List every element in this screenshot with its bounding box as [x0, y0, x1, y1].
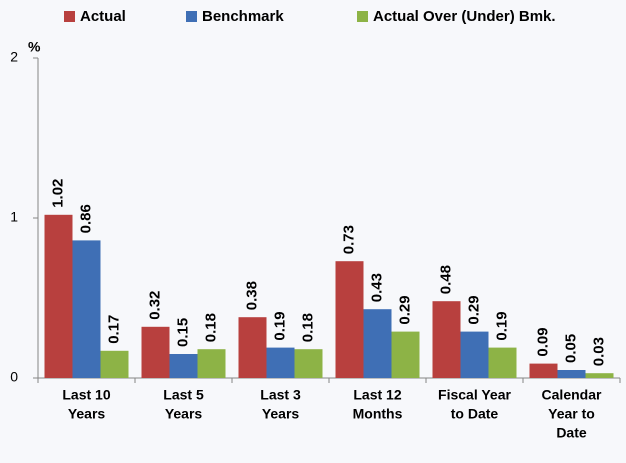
x-tick-label: Date: [556, 425, 587, 441]
value-label: 0.17: [105, 315, 122, 344]
value-label: 0.32: [146, 291, 163, 320]
value-label: 0.19: [493, 311, 510, 340]
y-tick-label: 2: [10, 49, 18, 65]
y-tick-label: 1: [10, 209, 18, 225]
x-tick-label: Fiscal Year: [438, 387, 511, 403]
value-label: 0.05: [562, 334, 579, 363]
legend-swatch: [64, 11, 75, 22]
x-tick-label: Years: [262, 406, 300, 422]
bar: [294, 349, 323, 378]
x-tick-label: Calendar: [542, 387, 602, 403]
bar: [44, 214, 73, 378]
bar: [488, 347, 517, 378]
value-label: 0.29: [465, 295, 482, 324]
value-label: 0.03: [590, 337, 607, 366]
value-label: 0.73: [340, 225, 357, 254]
bar: [238, 317, 267, 378]
bar: [266, 347, 295, 378]
x-tick-label: Years: [68, 406, 106, 422]
value-label: 0.48: [437, 265, 454, 294]
bar: [100, 350, 129, 378]
bar: [169, 354, 198, 378]
bar: [557, 370, 586, 378]
bar: [585, 373, 614, 378]
x-tick-label: Year to: [548, 406, 595, 422]
bar: [529, 363, 558, 378]
value-label: 0.18: [202, 313, 219, 342]
bar: [363, 309, 392, 378]
value-label: 0.43: [368, 273, 385, 302]
value-label: 0.19: [271, 311, 288, 340]
bar: [141, 326, 170, 378]
legend-label: Actual: [80, 8, 126, 25]
value-label: 0.09: [534, 327, 551, 356]
value-label: 0.29: [396, 295, 413, 324]
x-tick-label: Last 10: [62, 387, 110, 403]
value-label: 0.15: [174, 318, 191, 347]
value-label: 1.02: [49, 179, 66, 208]
x-tick-label: Last 5: [163, 387, 204, 403]
y-axis-label: %: [28, 39, 41, 55]
x-tick-label: Months: [353, 406, 403, 422]
legend-swatch: [357, 11, 368, 22]
x-tick-label: Last 3: [260, 387, 301, 403]
bar: [197, 349, 226, 378]
bar: [432, 301, 461, 378]
value-label: 0.18: [299, 313, 316, 342]
legend-label: Actual Over (Under) Bmk.: [373, 8, 556, 25]
bar: [460, 331, 489, 378]
bar: [335, 261, 364, 378]
bar: [391, 331, 420, 378]
x-tick-label: Last 12: [353, 387, 401, 403]
value-label: 0.38: [243, 281, 260, 310]
x-tick-label: Years: [165, 406, 203, 422]
bar: [72, 240, 101, 378]
legend-label: Benchmark: [202, 8, 284, 25]
x-tick-label: to Date: [451, 406, 499, 422]
legend-swatch: [186, 11, 197, 22]
value-label: 0.86: [77, 204, 94, 233]
y-tick-label: 0: [10, 369, 18, 385]
